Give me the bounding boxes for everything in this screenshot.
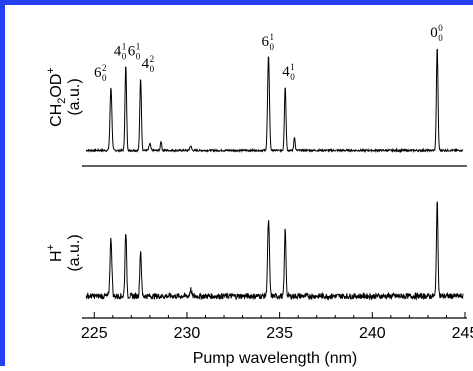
x-tick-label: 245 [452,325,473,342]
peak-label: 00 0 [430,23,443,43]
peak-label: 62 0 [94,63,107,83]
peak-label: 61 0 [262,32,275,52]
trace-h [86,202,463,299]
y-label-bottom: H+ [45,244,65,262]
x-axis-label: Pump wavelength (nm) [193,350,358,367]
peak-label: 41 0 61 0 [114,41,141,61]
x-tick-label: 235 [266,325,293,342]
peak-annotations: 62 0 41 0 61 0 42 0 61 0 41 0 00 0 [94,23,443,83]
x-tick-label: 230 [174,325,201,342]
y-label-top: CH2OD+ [45,67,68,127]
peak-label: 41 0 [282,62,295,82]
x-ticks: 225 230 235 240 245 [81,312,473,342]
y-unit-top: (a.u.) [66,78,83,115]
x-tick-label: 240 [359,325,386,342]
y-unit-bottom: (a.u.) [66,234,83,271]
x-tick-label: 225 [81,325,108,342]
peak-label: 42 0 [142,54,155,74]
